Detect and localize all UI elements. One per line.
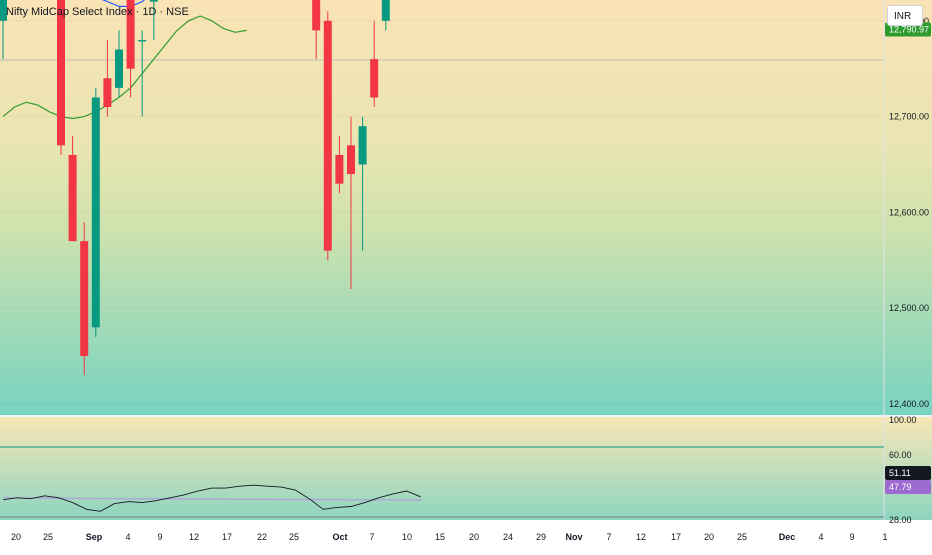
- time-tick-label: Sep: [86, 532, 103, 542]
- main-pane: [0, 0, 932, 415]
- rsi-tick-label: 28.00: [889, 515, 912, 525]
- candle: [80, 221, 89, 376]
- candle: [138, 30, 147, 117]
- price-tick-label: 12,600.00: [889, 207, 929, 217]
- pane-divider[interactable]: [0, 415, 932, 417]
- time-tick-label: 17: [671, 532, 681, 542]
- candle-body: [358, 126, 367, 165]
- price-tick-label: 12,700.00: [889, 112, 929, 122]
- rsi-ma-line: [2, 497, 422, 501]
- currency-button[interactable]: INR: [887, 5, 923, 26]
- candle-body: [0, 0, 7, 21]
- candle: [370, 20, 379, 108]
- time-tick-label: 15: [435, 532, 445, 542]
- candle-body: [115, 49, 123, 88]
- time-tick-label: Dec: [779, 532, 796, 542]
- candle: [115, 30, 123, 98]
- rsi-line: [2, 484, 421, 512]
- rsi-tick-label: 60.00: [889, 450, 912, 460]
- candle-body: [103, 78, 112, 108]
- time-tick-label: 20: [469, 532, 479, 542]
- candle: [323, 11, 332, 261]
- time-tick-label: 22: [257, 532, 267, 542]
- time-tick-label: 9: [849, 532, 854, 542]
- candle: [312, 0, 321, 60]
- candle-body: [68, 154, 77, 242]
- candle-body: [126, 0, 135, 69]
- time-tick-label: 1: [882, 532, 887, 542]
- price-tick-label: 12,400.00: [889, 399, 929, 409]
- candle-body: [138, 39, 147, 42]
- rsi-value-tag: 51.11: [889, 468, 911, 478]
- candle: [381, 0, 390, 31]
- time-tick-label: 29: [536, 532, 546, 542]
- time-tick-label: 4: [125, 532, 130, 542]
- candle: [91, 87, 100, 337]
- candle: [347, 116, 355, 290]
- candle-body: [57, 0, 65, 146]
- candle-body: [149, 0, 158, 2]
- candle-body: [347, 145, 355, 175]
- candle-body: [335, 154, 344, 184]
- time-tick-label: 25: [737, 532, 747, 542]
- candle-body: [91, 97, 100, 328]
- candle: [103, 39, 112, 117]
- time-tick-label: 7: [369, 532, 374, 542]
- candle: [68, 135, 77, 242]
- time-tick-label: Nov: [565, 532, 582, 542]
- candle-body: [323, 20, 332, 251]
- time-tick-label: 17: [222, 532, 232, 542]
- time-tick-label: 7: [606, 532, 611, 542]
- rsi-ma-value-tag: 47.79: [889, 482, 912, 492]
- time-tick-label: 20: [704, 532, 714, 542]
- chart-title: Nifty MidCap Select Index · 1D · NSE: [6, 6, 189, 18]
- candle-body: [80, 241, 89, 357]
- time-tick-label: 12: [189, 532, 199, 542]
- candle: [358, 116, 367, 251]
- rsi-pane: [0, 417, 932, 520]
- candle: [0, 0, 7, 60]
- time-tick-label: 9: [157, 532, 162, 542]
- time-tick-label: 10: [402, 532, 412, 542]
- time-tick-label: Oct: [332, 532, 347, 542]
- time-axis-bar: [0, 520, 932, 550]
- candle-body: [381, 0, 390, 21]
- candle: [126, 0, 135, 98]
- rsi-tick-label: 100.00: [889, 415, 917, 425]
- price-tick-label: 12,500.00: [889, 303, 929, 313]
- rsi-ma-value-tag-bg: [885, 480, 931, 494]
- time-tick-label: 25: [289, 532, 299, 542]
- candle: [335, 135, 344, 194]
- time-tick-label: 25: [43, 532, 53, 542]
- time-tick-label: 20: [11, 532, 21, 542]
- rsi-value-tag-bg: [885, 466, 931, 480]
- candle: [149, 0, 158, 40]
- ma-slow-line: [2, 15, 247, 120]
- time-tick-label: 4: [818, 532, 823, 542]
- candle-body: [370, 59, 379, 98]
- candle: [57, 0, 65, 155]
- candle-body: [312, 0, 321, 31]
- ma-slow-tag: 12,790.97: [889, 24, 929, 34]
- time-tick-label: 12: [636, 532, 646, 542]
- time-tick-label: 24: [503, 532, 513, 542]
